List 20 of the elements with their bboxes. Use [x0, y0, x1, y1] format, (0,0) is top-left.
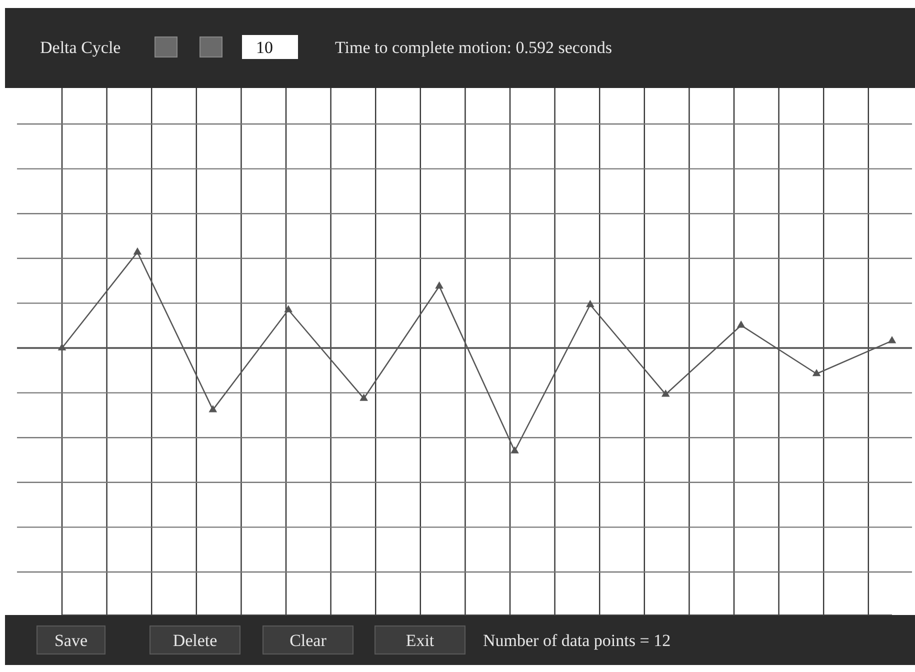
- point: [58, 343, 66, 350]
- point: [208, 404, 218, 412]
- text: Time to complete motion: 0.592 seconds: [335, 38, 612, 57]
- point: [133, 247, 142, 255]
- text: Save: [54, 631, 88, 650]
- text: Exit: [406, 631, 434, 650]
- text: Delete: [172, 631, 218, 650]
- text: Number of data points = 12: [483, 631, 671, 650]
- point: [510, 446, 519, 454]
- point: [360, 394, 368, 401]
- point: [284, 305, 293, 312]
- text: Delta Cycle: [40, 38, 121, 57]
- point: [661, 390, 670, 397]
- point: [812, 368, 821, 376]
- text: Clear: [290, 631, 327, 650]
- point: [888, 336, 896, 344]
- point: [736, 320, 746, 328]
- point: [435, 281, 444, 289]
- point: [586, 300, 594, 308]
- text: 10: [256, 38, 273, 57]
